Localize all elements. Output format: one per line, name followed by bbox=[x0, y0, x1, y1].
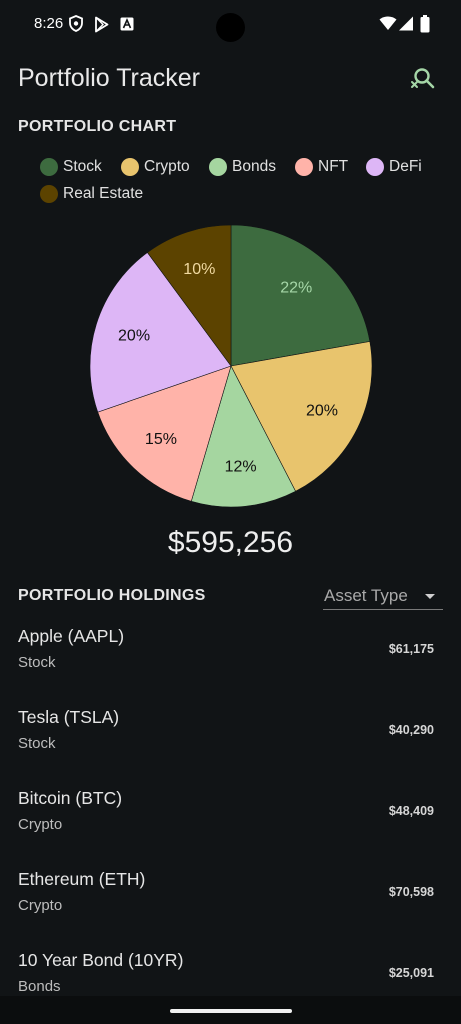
holding-type: Bonds bbox=[18, 978, 61, 995]
legend-item-crypto: Crypto bbox=[121, 158, 190, 176]
status-bar: 8:26 bbox=[0, 0, 461, 50]
legend-swatch bbox=[209, 158, 227, 176]
legend-swatch bbox=[295, 158, 313, 176]
holding-value: $25,091 bbox=[388, 966, 434, 980]
legend-item-real-estate: Real Estate bbox=[40, 185, 143, 203]
pie-slice-nft[interactable] bbox=[97, 365, 232, 502]
legend-label: DeFi bbox=[389, 158, 422, 175]
pie-slice-stock[interactable] bbox=[230, 224, 371, 367]
holding-type: Crypto bbox=[18, 897, 63, 914]
status-time: 8:26 bbox=[34, 15, 64, 32]
caret-down-icon bbox=[425, 594, 435, 599]
home-indicator[interactable] bbox=[170, 1009, 292, 1013]
holding-value: $70,598 bbox=[388, 885, 434, 899]
legend-item-nft: NFT bbox=[295, 158, 348, 176]
legend-item-stock: Stock bbox=[40, 158, 102, 176]
pie-slice-defi[interactable] bbox=[89, 252, 232, 413]
pie-slice-label: 22% bbox=[280, 280, 312, 297]
legend-label: Stock bbox=[63, 158, 102, 175]
pie-slice-crypto[interactable] bbox=[230, 341, 373, 492]
portfolio-pie-chart: 22% 20% 12% 15% 20% 10% bbox=[89, 224, 373, 508]
holding-type: Stock bbox=[18, 735, 56, 752]
battery-icon bbox=[420, 15, 430, 38]
pie-slice-label: 20% bbox=[118, 327, 150, 344]
pie-slice-label: 20% bbox=[306, 403, 338, 420]
system-navigation-bar bbox=[0, 996, 461, 1024]
holding-value: $61,175 bbox=[388, 642, 434, 656]
holding-row[interactable]: Tesla (TSLA) Stock $40,290 bbox=[0, 693, 461, 774]
holding-name: Ethereum (ETH) bbox=[18, 869, 146, 889]
pie-slice-label: 12% bbox=[225, 459, 257, 476]
holding-row[interactable]: Bitcoin (BTC) Crypto $48,409 bbox=[0, 774, 461, 855]
holdings-list[interactable]: Apple (AAPL) Stock $61,175 Tesla (TSLA) … bbox=[0, 612, 461, 996]
signal-icon bbox=[398, 16, 414, 36]
camera-cutout bbox=[216, 13, 245, 42]
holding-row[interactable]: Ethereum (ETH) Crypto $70,598 bbox=[0, 855, 461, 936]
legend-label: Bonds bbox=[232, 158, 276, 175]
legend-swatch bbox=[40, 185, 58, 203]
holding-value: $48,409 bbox=[388, 804, 434, 818]
holdings-section-title: PORTFOLIO HOLDINGS bbox=[18, 587, 206, 604]
search-button[interactable] bbox=[406, 64, 438, 96]
holding-name: 10 Year Bond (10YR) bbox=[18, 950, 184, 970]
shield-icon bbox=[69, 15, 83, 37]
holding-type: Crypto bbox=[18, 816, 63, 833]
asset-type-dropdown[interactable]: Asset Type bbox=[323, 583, 443, 610]
pie-slice-bonds[interactable] bbox=[190, 365, 297, 508]
holding-name: Apple (AAPL) bbox=[18, 626, 125, 646]
holding-name: Tesla (TSLA) bbox=[18, 707, 120, 727]
holding-name: Bitcoin (BTC) bbox=[18, 788, 123, 808]
chart-section-title: PORTFOLIO CHART bbox=[18, 118, 177, 135]
holding-value: $40,290 bbox=[388, 723, 434, 737]
legend-item-bonds: Bonds bbox=[209, 158, 276, 176]
holding-row[interactable]: 10 Year Bond (10YR) Bonds $25,091 bbox=[0, 936, 461, 996]
page-title: Portfolio Tracker bbox=[18, 64, 201, 92]
legend-label: Crypto bbox=[144, 158, 190, 175]
wifi-icon bbox=[379, 16, 397, 36]
asset-type-label: Asset Type bbox=[324, 586, 408, 605]
legend-label: Real Estate bbox=[63, 185, 144, 202]
pie-slice-real-estate[interactable] bbox=[146, 224, 232, 367]
total-portfolio-value: $595,256 bbox=[167, 526, 294, 559]
holding-type: Stock bbox=[18, 654, 56, 671]
search-close-icon bbox=[406, 68, 438, 100]
legend-item-defi: DeFi bbox=[366, 158, 422, 176]
holding-row[interactable]: Apple (AAPL) Stock $61,175 bbox=[0, 612, 461, 693]
legend-swatch bbox=[40, 158, 58, 176]
legend-swatch bbox=[366, 158, 384, 176]
pie-slice-label: 10% bbox=[183, 261, 215, 278]
play-store-icon bbox=[94, 16, 109, 38]
pie-slice-label: 15% bbox=[145, 431, 177, 448]
legend-label: NFT bbox=[318, 158, 349, 175]
legend-swatch bbox=[121, 158, 139, 176]
text-a-icon bbox=[120, 17, 134, 36]
